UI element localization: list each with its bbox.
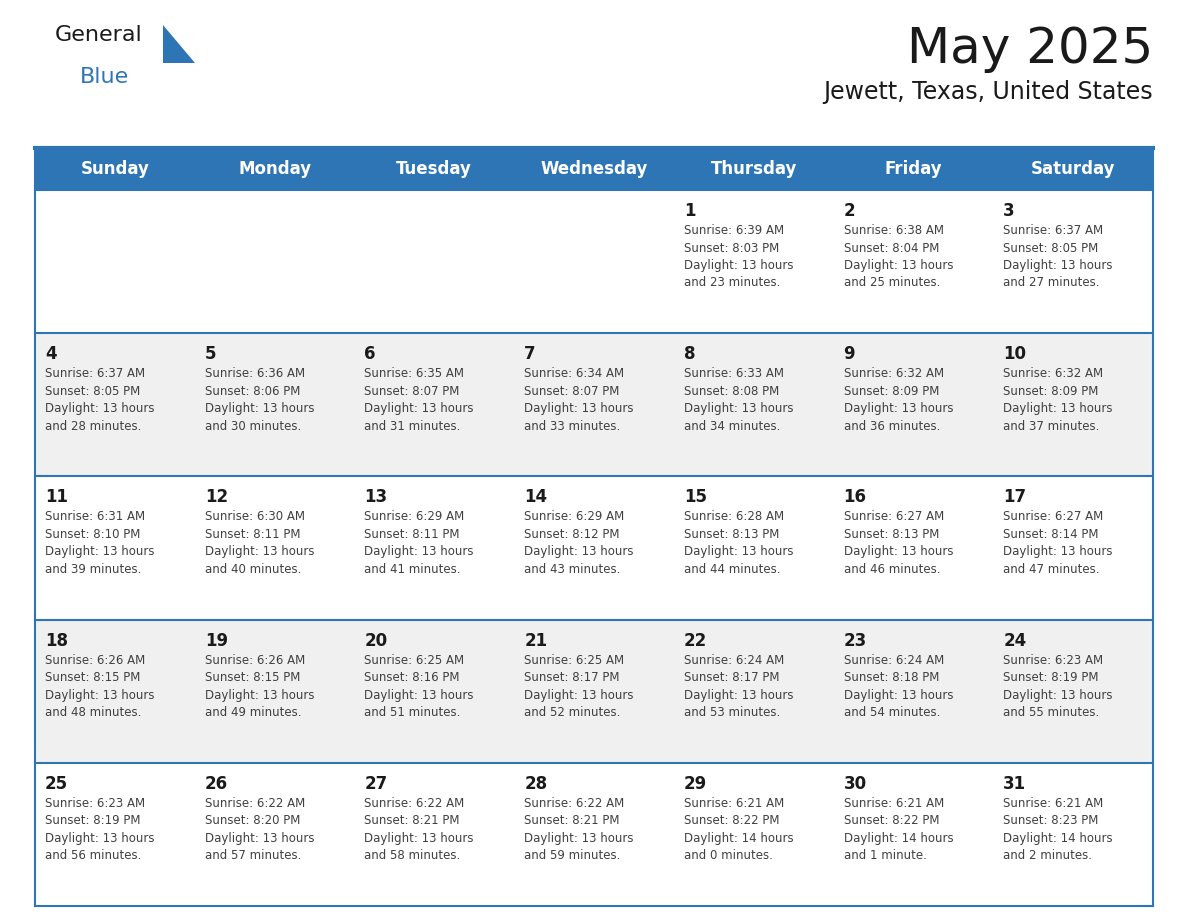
Text: Sunrise: 6:28 AM
Sunset: 8:13 PM
Daylight: 13 hours
and 44 minutes.: Sunrise: 6:28 AM Sunset: 8:13 PM Dayligh…: [684, 510, 794, 576]
Text: Sunrise: 6:38 AM
Sunset: 8:04 PM
Daylight: 13 hours
and 25 minutes.: Sunrise: 6:38 AM Sunset: 8:04 PM Dayligh…: [843, 224, 953, 289]
Polygon shape: [163, 25, 195, 63]
Bar: [34, 148, 195, 190]
Text: Sunrise: 6:39 AM
Sunset: 8:03 PM
Daylight: 13 hours
and 23 minutes.: Sunrise: 6:39 AM Sunset: 8:03 PM Dayligh…: [684, 224, 794, 289]
Text: Sunrise: 6:35 AM
Sunset: 8:07 PM
Daylight: 13 hours
and 31 minutes.: Sunrise: 6:35 AM Sunset: 8:07 PM Dayligh…: [365, 367, 474, 432]
Text: Sunrise: 6:22 AM
Sunset: 8:21 PM
Daylight: 13 hours
and 58 minutes.: Sunrise: 6:22 AM Sunset: 8:21 PM Dayligh…: [365, 797, 474, 862]
Text: Jewett, Texas, United States: Jewett, Texas, United States: [823, 80, 1154, 104]
Bar: [993, 148, 1154, 190]
Text: Sunrise: 6:21 AM
Sunset: 8:22 PM
Daylight: 14 hours
and 1 minute.: Sunrise: 6:21 AM Sunset: 8:22 PM Dayligh…: [843, 797, 953, 862]
Text: 17: 17: [1004, 488, 1026, 507]
Text: 27: 27: [365, 775, 387, 793]
Text: 1: 1: [684, 202, 695, 220]
Bar: [34, 333, 1154, 476]
Text: Sunrise: 6:27 AM
Sunset: 8:13 PM
Daylight: 13 hours
and 46 minutes.: Sunrise: 6:27 AM Sunset: 8:13 PM Dayligh…: [843, 510, 953, 576]
Text: 23: 23: [843, 632, 867, 650]
Text: Sunrise: 6:37 AM
Sunset: 8:05 PM
Daylight: 13 hours
and 28 minutes.: Sunrise: 6:37 AM Sunset: 8:05 PM Dayligh…: [45, 367, 154, 432]
Text: 5: 5: [204, 345, 216, 364]
Text: 26: 26: [204, 775, 228, 793]
Text: Sunrise: 6:21 AM
Sunset: 8:23 PM
Daylight: 14 hours
and 2 minutes.: Sunrise: 6:21 AM Sunset: 8:23 PM Dayligh…: [1004, 797, 1113, 862]
Text: Sunrise: 6:27 AM
Sunset: 8:14 PM
Daylight: 13 hours
and 47 minutes.: Sunrise: 6:27 AM Sunset: 8:14 PM Dayligh…: [1004, 510, 1113, 576]
Text: 19: 19: [204, 632, 228, 650]
Text: 25: 25: [45, 775, 68, 793]
Text: Saturday: Saturday: [1031, 160, 1116, 178]
Bar: [514, 148, 674, 190]
Text: Sunrise: 6:22 AM
Sunset: 8:20 PM
Daylight: 13 hours
and 57 minutes.: Sunrise: 6:22 AM Sunset: 8:20 PM Dayligh…: [204, 797, 314, 862]
Bar: [34, 620, 1154, 763]
Text: Sunrise: 6:32 AM
Sunset: 8:09 PM
Daylight: 13 hours
and 36 minutes.: Sunrise: 6:32 AM Sunset: 8:09 PM Dayligh…: [843, 367, 953, 432]
Text: Sunrise: 6:30 AM
Sunset: 8:11 PM
Daylight: 13 hours
and 40 minutes.: Sunrise: 6:30 AM Sunset: 8:11 PM Dayligh…: [204, 510, 314, 576]
Bar: [354, 148, 514, 190]
Text: Sunrise: 6:34 AM
Sunset: 8:07 PM
Daylight: 13 hours
and 33 minutes.: Sunrise: 6:34 AM Sunset: 8:07 PM Dayligh…: [524, 367, 633, 432]
Text: Sunday: Sunday: [81, 160, 150, 178]
Text: Sunrise: 6:25 AM
Sunset: 8:17 PM
Daylight: 13 hours
and 52 minutes.: Sunrise: 6:25 AM Sunset: 8:17 PM Dayligh…: [524, 654, 633, 719]
Text: Sunrise: 6:32 AM
Sunset: 8:09 PM
Daylight: 13 hours
and 37 minutes.: Sunrise: 6:32 AM Sunset: 8:09 PM Dayligh…: [1004, 367, 1113, 432]
Text: Sunrise: 6:22 AM
Sunset: 8:21 PM
Daylight: 13 hours
and 59 minutes.: Sunrise: 6:22 AM Sunset: 8:21 PM Dayligh…: [524, 797, 633, 862]
Text: 31: 31: [1004, 775, 1026, 793]
Text: Sunrise: 6:36 AM
Sunset: 8:06 PM
Daylight: 13 hours
and 30 minutes.: Sunrise: 6:36 AM Sunset: 8:06 PM Dayligh…: [204, 367, 314, 432]
Bar: [195, 148, 354, 190]
Text: 30: 30: [843, 775, 867, 793]
Bar: [834, 148, 993, 190]
Text: 14: 14: [524, 488, 548, 507]
Text: Monday: Monday: [238, 160, 311, 178]
Text: 8: 8: [684, 345, 695, 364]
Text: 28: 28: [524, 775, 548, 793]
Text: 18: 18: [45, 632, 68, 650]
Text: General: General: [55, 25, 143, 45]
Text: Friday: Friday: [885, 160, 942, 178]
Text: 29: 29: [684, 775, 707, 793]
Text: Sunrise: 6:37 AM
Sunset: 8:05 PM
Daylight: 13 hours
and 27 minutes.: Sunrise: 6:37 AM Sunset: 8:05 PM Dayligh…: [1004, 224, 1113, 289]
Text: 10: 10: [1004, 345, 1026, 364]
Text: Sunrise: 6:26 AM
Sunset: 8:15 PM
Daylight: 13 hours
and 48 minutes.: Sunrise: 6:26 AM Sunset: 8:15 PM Dayligh…: [45, 654, 154, 719]
Text: 20: 20: [365, 632, 387, 650]
Text: 11: 11: [45, 488, 68, 507]
Text: Sunrise: 6:24 AM
Sunset: 8:17 PM
Daylight: 13 hours
and 53 minutes.: Sunrise: 6:24 AM Sunset: 8:17 PM Dayligh…: [684, 654, 794, 719]
Text: Tuesday: Tuesday: [397, 160, 472, 178]
Text: Sunrise: 6:33 AM
Sunset: 8:08 PM
Daylight: 13 hours
and 34 minutes.: Sunrise: 6:33 AM Sunset: 8:08 PM Dayligh…: [684, 367, 794, 432]
Text: Wednesday: Wednesday: [541, 160, 647, 178]
Text: 12: 12: [204, 488, 228, 507]
Text: 24: 24: [1004, 632, 1026, 650]
Text: 9: 9: [843, 345, 855, 364]
Text: 6: 6: [365, 345, 375, 364]
Text: Sunrise: 6:31 AM
Sunset: 8:10 PM
Daylight: 13 hours
and 39 minutes.: Sunrise: 6:31 AM Sunset: 8:10 PM Dayligh…: [45, 510, 154, 576]
Text: 4: 4: [45, 345, 57, 364]
Bar: [34, 476, 1154, 620]
Text: Sunrise: 6:21 AM
Sunset: 8:22 PM
Daylight: 14 hours
and 0 minutes.: Sunrise: 6:21 AM Sunset: 8:22 PM Dayligh…: [684, 797, 794, 862]
Text: Sunrise: 6:23 AM
Sunset: 8:19 PM
Daylight: 13 hours
and 56 minutes.: Sunrise: 6:23 AM Sunset: 8:19 PM Dayligh…: [45, 797, 154, 862]
Text: 21: 21: [524, 632, 548, 650]
Text: 15: 15: [684, 488, 707, 507]
Text: May 2025: May 2025: [906, 25, 1154, 73]
Text: 3: 3: [1004, 202, 1015, 220]
Text: Sunrise: 6:25 AM
Sunset: 8:16 PM
Daylight: 13 hours
and 51 minutes.: Sunrise: 6:25 AM Sunset: 8:16 PM Dayligh…: [365, 654, 474, 719]
Bar: [34, 763, 1154, 906]
Text: 13: 13: [365, 488, 387, 507]
Text: Sunrise: 6:29 AM
Sunset: 8:11 PM
Daylight: 13 hours
and 41 minutes.: Sunrise: 6:29 AM Sunset: 8:11 PM Dayligh…: [365, 510, 474, 576]
Text: Sunrise: 6:23 AM
Sunset: 8:19 PM
Daylight: 13 hours
and 55 minutes.: Sunrise: 6:23 AM Sunset: 8:19 PM Dayligh…: [1004, 654, 1113, 719]
Text: Thursday: Thursday: [710, 160, 797, 178]
Text: 16: 16: [843, 488, 866, 507]
Text: Sunrise: 6:26 AM
Sunset: 8:15 PM
Daylight: 13 hours
and 49 minutes.: Sunrise: 6:26 AM Sunset: 8:15 PM Dayligh…: [204, 654, 314, 719]
Text: Sunrise: 6:24 AM
Sunset: 8:18 PM
Daylight: 13 hours
and 54 minutes.: Sunrise: 6:24 AM Sunset: 8:18 PM Dayligh…: [843, 654, 953, 719]
Text: 22: 22: [684, 632, 707, 650]
Text: Blue: Blue: [80, 67, 129, 87]
Bar: [34, 190, 1154, 333]
Text: 7: 7: [524, 345, 536, 364]
Text: Sunrise: 6:29 AM
Sunset: 8:12 PM
Daylight: 13 hours
and 43 minutes.: Sunrise: 6:29 AM Sunset: 8:12 PM Dayligh…: [524, 510, 633, 576]
Bar: [674, 148, 834, 190]
Text: 2: 2: [843, 202, 855, 220]
